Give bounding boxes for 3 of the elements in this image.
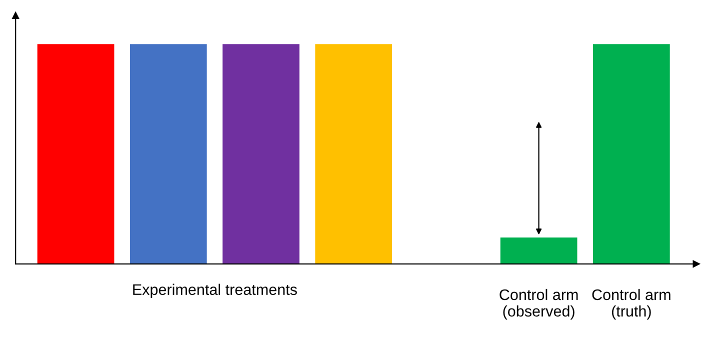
text: Experimental treatments <box>133 284 297 298</box>
x-tick-label: Control arm (truth) <box>592 288 670 320</box>
x-tick-label: Control arm (observed) <box>500 288 578 320</box>
